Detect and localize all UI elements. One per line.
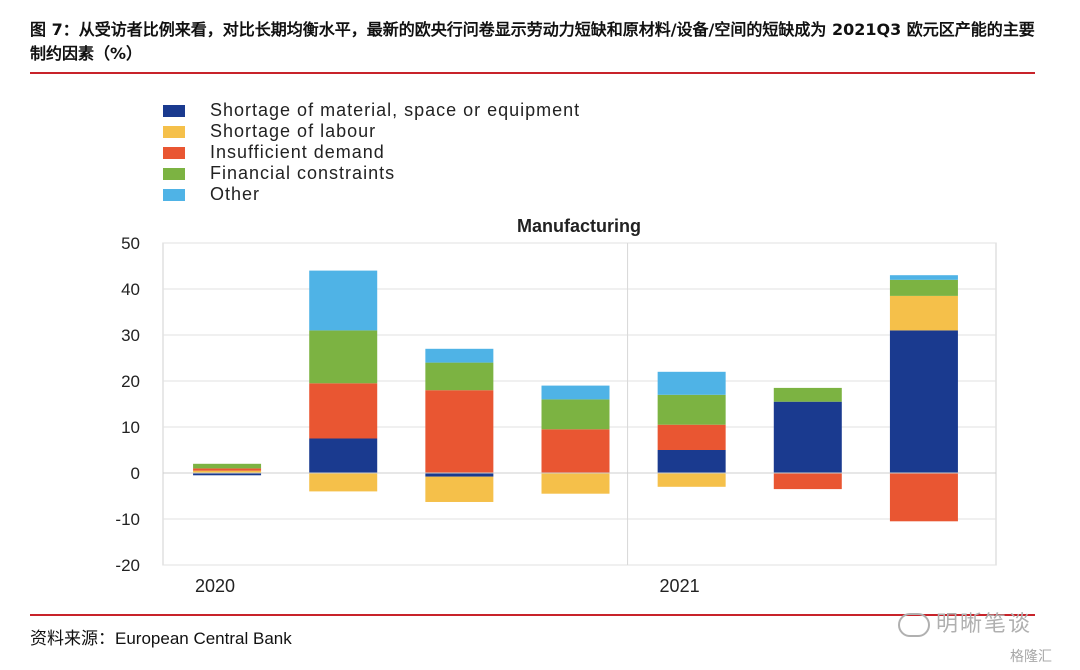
watermark-secondary: 格隆汇: [1010, 649, 1052, 665]
x-period-label: 2021: [660, 576, 700, 596]
chart-legend: Shortage of material, space or equipment…: [163, 100, 580, 205]
y-tick-label: -20: [115, 556, 140, 575]
bar-segment-labour: [657, 473, 726, 487]
bar-segment-material: [657, 450, 726, 473]
bar-segment-financial: [425, 362, 494, 391]
y-tick-label: 40: [121, 280, 140, 299]
bar-segment-material: [309, 438, 378, 473]
title-rule: [30, 72, 1035, 74]
legend-item-labour: Shortage of labour: [163, 121, 580, 142]
y-tick-label: 10: [121, 418, 140, 437]
bar-segment-financial: [309, 330, 378, 384]
bar-segment-demand: [309, 383, 378, 439]
y-tick-label: -10: [115, 510, 140, 529]
legend-label-demand: Insufficient demand: [210, 142, 385, 162]
legend-swatch-labour: [163, 125, 185, 138]
legend-swatch-material: [163, 104, 185, 117]
source-rule: [30, 614, 1035, 616]
bar-segment-material: [193, 473, 262, 476]
legend-item-demand: Insufficient demand: [163, 142, 580, 163]
bar-segment-material: [889, 330, 958, 473]
bar-segment-financial: [541, 399, 610, 430]
watermark-text: 明晰笔谈: [936, 612, 1033, 637]
bar-segment-financial: [889, 279, 958, 296]
source-note: 资料来源：European Central Bank: [30, 629, 292, 648]
bar-segment-financial: [657, 394, 726, 425]
y-tick-label: 30: [121, 326, 140, 345]
bar-segment-material: [773, 401, 842, 473]
watermark: 明晰笔谈: [898, 606, 1032, 638]
legend-label-other: Other: [210, 184, 261, 204]
bar-segment-other: [889, 275, 958, 280]
legend-label-financial: Financial constraints: [210, 163, 396, 183]
bar-segment-material: [425, 473, 494, 477]
legend-swatch-demand: [163, 146, 185, 159]
bar-segment-demand: [889, 473, 958, 522]
chart-title: Manufacturing: [517, 216, 641, 236]
bar-segment-financial: [773, 387, 842, 402]
wechat-icon: [898, 613, 930, 637]
legend-item-financial: Financial constraints: [163, 163, 580, 184]
figure-title: 图 7：从受访者比例来看，对比长期均衡水平，最新的欧央行问卷显示劳动力短缺和原材…: [30, 20, 1035, 63]
bar-segment-demand: [657, 424, 726, 450]
legend-label-material: Shortage of material, space or equipment: [210, 100, 581, 120]
bar-segment-demand: [541, 429, 610, 473]
bar-segment-labour: [193, 470, 262, 473]
bar-segment-labour: [541, 473, 610, 494]
y-tick-label: 20: [121, 372, 140, 391]
x-period-label: 2020: [195, 576, 235, 596]
bar-segment-labour: [889, 295, 958, 331]
legend-label-labour: Shortage of labour: [210, 121, 377, 141]
bar-segment-demand: [193, 468, 262, 471]
bar-segment-other: [541, 385, 610, 400]
y-tick-label: 50: [121, 234, 140, 253]
bar-segment-labour: [425, 476, 494, 502]
legend-swatch-other: [163, 188, 185, 201]
bar-segment-financial: [193, 463, 262, 469]
legend-item-material: Shortage of material, space or equipment: [163, 100, 580, 121]
legend-item-other: Other: [163, 184, 580, 205]
bar-segment-demand: [773, 473, 842, 490]
bar-segment-other: [309, 270, 378, 331]
legend-swatch-financial: [163, 167, 185, 180]
y-tick-label: 0: [131, 464, 140, 483]
bar-segment-other: [425, 348, 494, 363]
bar-segment-demand: [425, 390, 494, 473]
bar-segment-labour: [309, 473, 378, 492]
bar-segment-other: [657, 371, 726, 395]
